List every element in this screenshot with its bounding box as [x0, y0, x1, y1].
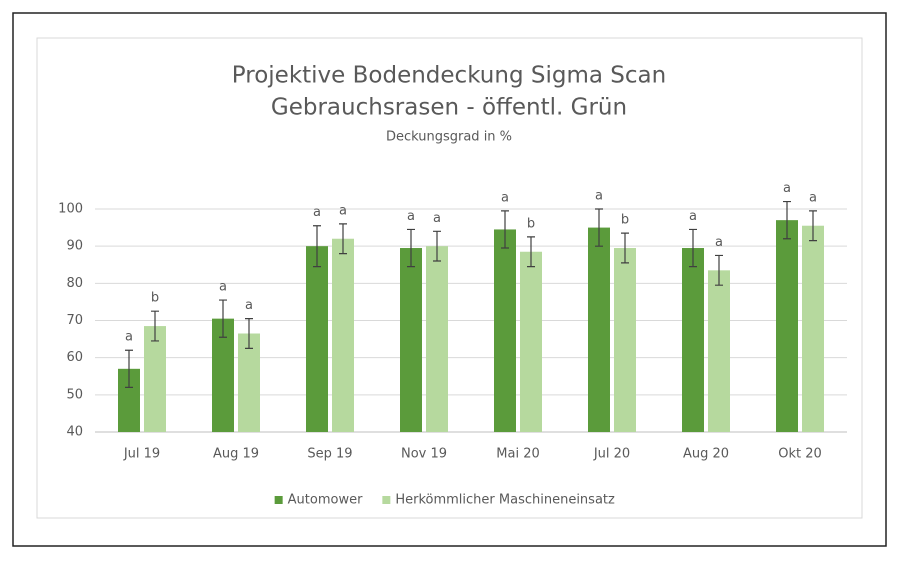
y-tick-label: 40 [66, 425, 83, 440]
significance-letter: b [527, 216, 535, 231]
significance-letter: a [407, 209, 415, 224]
y-tick-label: 90 [66, 239, 83, 254]
y-tick-label: 60 [66, 350, 83, 365]
significance-letter: a [245, 298, 253, 313]
error-bar [783, 200, 791, 240]
significance-letter: b [621, 213, 629, 228]
error-bar [689, 228, 697, 268]
bar [614, 248, 636, 432]
bar [118, 368, 140, 432]
legend-label: Herkömmlicher Maschineneinsatz [395, 493, 615, 508]
significance-letter: a [501, 190, 509, 205]
significance-letter: a [595, 189, 603, 204]
bar [588, 227, 610, 432]
error-bar [809, 210, 817, 242]
y-axis-label: Deckungsgrad in % [386, 130, 512, 145]
x-tick-label: Mai 20 [496, 447, 539, 462]
x-tick-label: Nov 19 [401, 447, 447, 462]
significance-letter: a [313, 205, 321, 220]
bar [426, 246, 448, 432]
significance-letter: a [715, 235, 723, 250]
significance-letter: a [433, 211, 441, 226]
bar [776, 220, 798, 432]
x-tick-label: Okt 20 [778, 447, 822, 462]
error-bar [219, 299, 227, 338]
error-bar [339, 223, 347, 255]
error-bar [245, 318, 253, 349]
significance-letter: a [219, 280, 227, 295]
bar [802, 225, 824, 432]
bar [400, 248, 422, 432]
x-tick-label: Jul 19 [123, 447, 160, 462]
significance-letter: a [783, 181, 791, 196]
bar [520, 251, 542, 432]
significance-letter: a [809, 190, 817, 205]
x-tick-label: Aug 20 [683, 447, 729, 462]
bar [306, 246, 328, 432]
error-bar [151, 310, 159, 342]
error-bar [501, 210, 509, 249]
x-tick-label: Jul 20 [593, 447, 630, 462]
legend-label: Automower [288, 493, 363, 508]
error-bar [407, 228, 415, 268]
y-tick-label: 70 [66, 313, 83, 328]
y-tick-label: 80 [66, 276, 83, 291]
error-bar [621, 232, 629, 264]
bar [494, 229, 516, 432]
bar [144, 326, 166, 432]
significance-letter: a [125, 330, 133, 345]
legend-swatch [274, 496, 283, 504]
error-bar [313, 225, 321, 268]
error-bar [433, 230, 441, 262]
legend-swatch [382, 496, 391, 504]
bar [682, 248, 704, 432]
chart-subtitle: Gebrauchsrasen - öffentl. Grün [271, 95, 627, 121]
error-bar [527, 236, 535, 268]
error-bar [715, 254, 723, 286]
y-tick-label: 50 [66, 387, 83, 402]
y-tick-label: 100 [58, 202, 83, 217]
bar [238, 333, 260, 432]
significance-letter: a [689, 209, 697, 224]
x-tick-label: Aug 19 [213, 447, 259, 462]
bar [212, 318, 234, 432]
error-bar [595, 208, 603, 247]
significance-letter: a [339, 203, 347, 218]
error-bar [125, 349, 133, 388]
chart-title: Projektive Bodendeckung Sigma Scan [232, 63, 666, 89]
x-tick-label: Sep 19 [307, 447, 352, 462]
bar [708, 270, 730, 432]
bar [332, 238, 354, 432]
significance-letter: b [151, 291, 159, 306]
